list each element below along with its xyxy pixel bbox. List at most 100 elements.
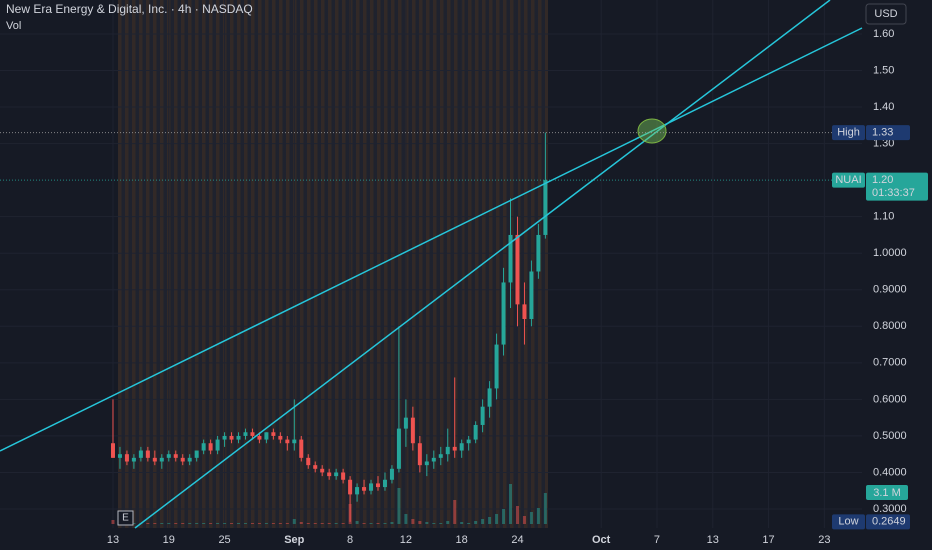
volume-bar — [264, 523, 268, 524]
candle-body — [173, 454, 178, 458]
volume-bar — [488, 517, 492, 524]
y-tick-label: 1.30 — [873, 138, 894, 150]
volume-bar — [230, 523, 234, 524]
candle-body — [201, 443, 206, 451]
candle-body — [403, 417, 408, 429]
candle-body — [480, 406, 485, 425]
y-tick-label: 0.8000 — [873, 320, 907, 332]
currency-box[interactable] — [865, 3, 907, 25]
candle-body — [306, 457, 311, 466]
volume-bar — [453, 500, 457, 524]
candle-body — [459, 443, 464, 451]
volume-bar — [522, 516, 526, 524]
candle-body — [117, 454, 122, 458]
candle-body — [334, 472, 339, 477]
candle-body — [278, 435, 283, 440]
session-background — [118, 0, 548, 528]
candle-body — [515, 234, 520, 305]
candle-body — [536, 234, 541, 272]
x-tick-label: 13 — [707, 534, 719, 546]
candle-body — [145, 450, 150, 458]
volume-bar — [341, 523, 345, 524]
volume-bar — [209, 523, 213, 524]
x-tick-label: 25 — [218, 534, 230, 546]
candle-body — [375, 483, 380, 488]
candle-body — [110, 443, 115, 458]
volume-bar — [132, 523, 136, 524]
x-tick-label: Oct — [592, 534, 611, 546]
candle-body — [236, 435, 241, 440]
candle-body — [124, 454, 129, 462]
candle-body — [494, 344, 499, 389]
volume-bar — [111, 520, 115, 524]
volume-bar — [243, 523, 247, 524]
volume-bar — [216, 523, 220, 524]
candle-body — [473, 424, 478, 440]
candle-body — [508, 234, 513, 283]
volume-bar — [257, 523, 261, 524]
volume-bar — [411, 519, 415, 524]
volume-bar — [529, 512, 533, 524]
volume-bar — [327, 523, 331, 524]
candle-body — [166, 454, 171, 458]
y-tick-label: 0.6000 — [873, 393, 907, 405]
x-tick-label: 18 — [456, 534, 468, 546]
volume-bar — [425, 522, 429, 524]
x-tick-label: 24 — [511, 534, 523, 546]
volume-bar — [509, 484, 513, 524]
volume-bar — [397, 488, 401, 524]
candle-body — [327, 472, 332, 477]
volume-bar — [223, 523, 227, 524]
candle-body — [410, 417, 415, 444]
candle-body — [229, 435, 234, 440]
candle-body — [369, 483, 374, 491]
volume-bar — [271, 523, 275, 524]
y-tick-label: 0.9000 — [873, 284, 907, 296]
candle-body — [131, 457, 136, 462]
candle-body — [522, 304, 527, 319]
candle-body — [389, 468, 394, 480]
volume-bar — [195, 523, 199, 524]
candle-body — [417, 443, 422, 466]
candle-body — [222, 435, 227, 440]
candle-body — [285, 439, 290, 444]
candle-body — [299, 439, 304, 458]
candle-body — [341, 472, 346, 480]
volume-bar — [481, 519, 485, 524]
candle-body — [452, 446, 457, 451]
price-marker-name: High — [837, 127, 860, 139]
intersection-marker — [637, 118, 667, 144]
price-axis-bg — [862, 0, 932, 550]
candle-body — [152, 457, 157, 462]
event-marker[interactable] — [117, 510, 134, 526]
candle-body — [543, 180, 548, 235]
candle-body — [501, 282, 506, 345]
volume-bar — [369, 523, 373, 524]
candle-body — [438, 454, 443, 458]
volume-bar — [362, 523, 366, 524]
candle-body — [215, 439, 220, 451]
volume-bar — [515, 506, 519, 524]
plot — [110, 132, 548, 524]
volume-bar — [306, 523, 310, 524]
volume-bar — [460, 522, 464, 524]
candle-body — [362, 487, 367, 491]
price-marker-name-box — [832, 125, 865, 141]
volume-bar — [181, 523, 185, 524]
price-marker-name-box — [832, 172, 865, 188]
candle-body — [194, 450, 199, 458]
price-countdown: 01:33:37 — [872, 187, 915, 199]
volume-bar — [495, 514, 499, 524]
x-tick-label: 17 — [762, 534, 774, 546]
volume-bar — [174, 523, 178, 524]
x-tick-label: 8 — [347, 534, 353, 546]
volume-bar — [418, 521, 422, 524]
candle-body — [180, 457, 185, 462]
price-marker-name: Low — [838, 516, 858, 528]
volume-bar — [237, 523, 241, 524]
candle-body — [445, 446, 450, 455]
volume-bar — [320, 523, 324, 524]
x-tick-label: 19 — [163, 534, 175, 546]
